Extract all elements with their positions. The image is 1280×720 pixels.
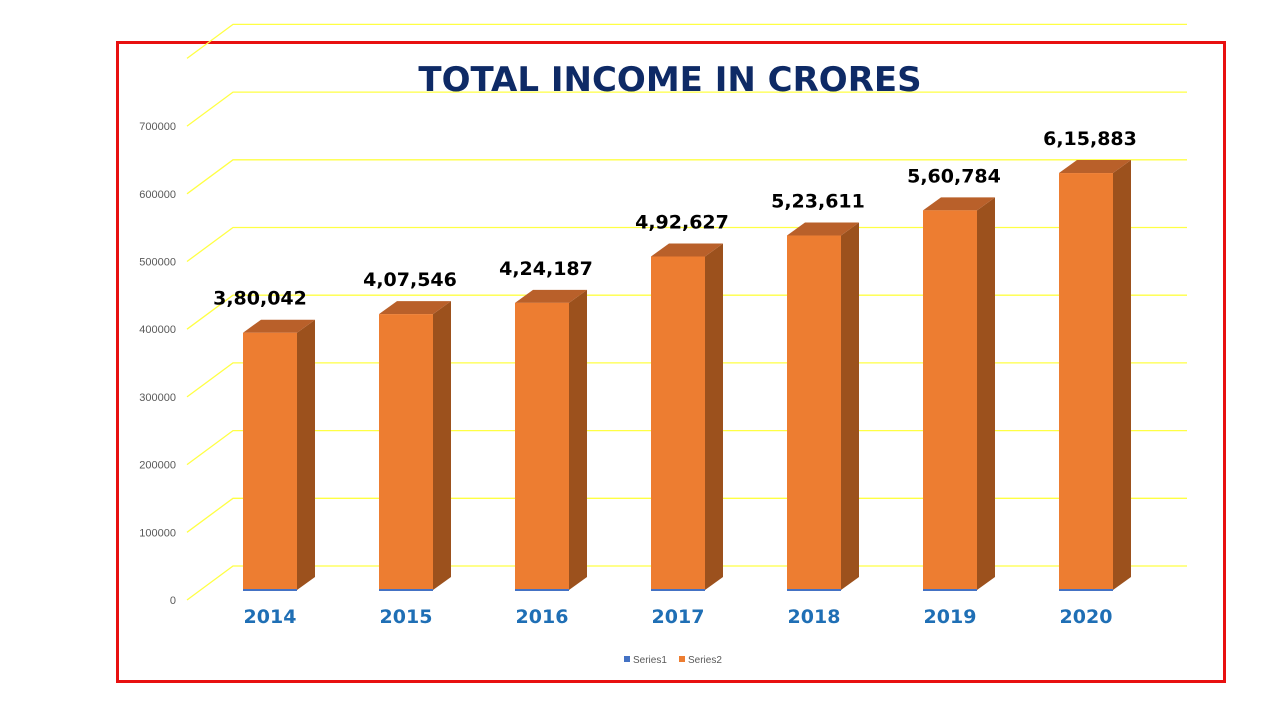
bar-side	[977, 197, 995, 590]
bar	[1059, 173, 1113, 590]
y-tick-label: 400000	[139, 324, 176, 336]
bar-group: 4,07,546 2015	[363, 269, 457, 628]
data-label: 4,07,546	[363, 269, 457, 291]
x-tick-label: 2018	[788, 606, 841, 628]
chart-title: TOTAL INCOME IN CRORES	[418, 60, 921, 100]
data-label: 4,24,187	[499, 258, 593, 280]
x-tick-label: 2017	[652, 606, 705, 628]
x-tick-label: 2016	[516, 606, 569, 628]
bar-group: 6,15,883 2020	[1043, 128, 1137, 628]
bar-side	[705, 243, 723, 590]
data-label: 4,92,627	[635, 211, 729, 233]
y-tick-label: 500000	[139, 257, 176, 269]
y-tick-label: 0	[170, 595, 176, 607]
bar	[651, 256, 705, 590]
y-tick-label: 600000	[139, 189, 176, 201]
bar-top	[923, 197, 995, 211]
legend-label-series2: Series2	[688, 655, 722, 666]
bar-top	[787, 222, 859, 236]
y-tick-label: 300000	[139, 392, 176, 404]
bar-side	[569, 289, 587, 590]
bar-top	[515, 289, 587, 303]
gridline	[186, 159, 1187, 195]
x-tick-label: 2020	[1060, 606, 1113, 628]
bar-group: 5,60,784 2019	[907, 165, 1001, 628]
bar	[787, 235, 841, 590]
x-tick-label: 2015	[380, 606, 433, 628]
x-tick-label: 2019	[924, 606, 977, 628]
bar-top	[243, 319, 315, 333]
bar-side	[1113, 160, 1131, 590]
chart-border	[116, 41, 1226, 683]
gridline	[186, 565, 1187, 601]
legend-swatch-series2	[679, 656, 685, 662]
data-label: 5,60,784	[907, 165, 1001, 187]
legend: Series1 Series2	[624, 655, 722, 666]
gridline	[186, 362, 1187, 398]
x-tick-label: 2014	[244, 606, 297, 628]
gridline	[186, 91, 1187, 127]
gridline	[186, 497, 1187, 533]
bar	[515, 302, 569, 590]
bar-group: 3,80,042 2014	[213, 288, 315, 628]
y-tick-label: 700000	[139, 121, 176, 133]
gridline	[186, 226, 1187, 263]
gridline	[186, 429, 1187, 466]
bar-side	[297, 319, 315, 590]
bar-side	[841, 222, 859, 590]
bar-group: 4,92,627 2017	[635, 211, 729, 628]
gridline	[186, 294, 1187, 330]
bar-side	[433, 301, 451, 590]
legend-label-series1: Series1	[633, 655, 667, 666]
bar	[923, 210, 977, 590]
bar-top	[379, 301, 451, 315]
bar-top	[651, 243, 723, 257]
y-tick-label: 100000	[139, 527, 176, 539]
bar	[379, 314, 433, 590]
bar-top	[1059, 160, 1131, 174]
bar-group: 4,24,187 2016	[499, 258, 593, 628]
y-tick-label: 200000	[139, 460, 176, 472]
bar	[243, 332, 297, 590]
legend-swatch-series1	[624, 656, 630, 662]
bar-group: 5,23,611 2018	[771, 191, 865, 628]
data-label: 5,23,611	[771, 191, 865, 213]
data-label: 3,80,042	[213, 288, 307, 310]
gridline	[186, 23, 1187, 59]
data-label: 6,15,883	[1043, 128, 1137, 150]
